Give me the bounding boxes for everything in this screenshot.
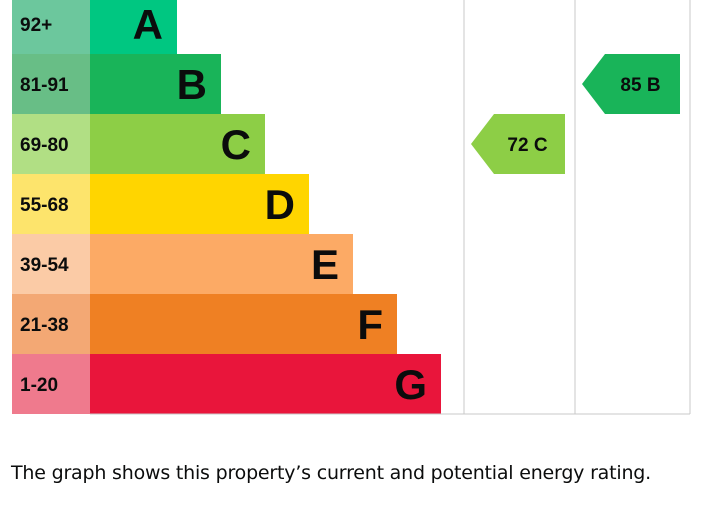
band-d: 55-68 D [12,174,309,234]
rating-markers: 72 C 85 B [471,54,680,174]
potential-rating-marker: 85 B [582,54,680,114]
band-g: 1-20 G [12,354,441,414]
band-letter: C [221,121,251,168]
rating-bands: 92+ A 81-91 B 69-80 C 55-68 D 39-54 E 21-38 F 1-20 G [12,0,441,414]
band-range-label: 39-54 [20,255,69,276]
band-range-cell [12,54,90,114]
band-range-cell [12,234,90,294]
band-letter: E [311,241,339,288]
band-a: 92+ A [12,0,177,54]
current-rating-label: 72 C [507,135,547,156]
band-bar [90,354,441,414]
band-bar [90,294,397,354]
band-range-label: 92+ [20,15,52,36]
band-range-label: 1-20 [20,375,58,396]
band-range-label: 69-80 [20,135,69,156]
band-b: 81-91 B [12,54,221,114]
band-range-label: 55-68 [20,195,69,216]
band-range-cell [12,174,90,234]
band-letter: G [394,361,427,408]
chart-caption: The graph shows this property’s current … [11,462,651,484]
current-rating-marker: 72 C [471,114,565,174]
band-range-cell [12,354,90,414]
band-bar [90,54,221,114]
potential-rating-arrow [582,54,680,114]
band-letter: D [265,181,295,228]
potential-rating-label: 85 B [620,75,660,96]
band-range-cell [12,0,90,54]
band-f: 21-38 F [12,294,397,354]
band-letter: A [133,1,163,48]
band-letter: F [357,301,383,348]
band-letter: B [177,61,207,108]
band-range-cell [12,294,90,354]
band-e: 39-54 E [12,234,353,294]
band-bar [90,174,309,234]
current-rating-arrow [471,114,565,174]
band-bar [90,234,353,294]
band-bar [90,0,177,54]
band-range-label: 81-91 [20,75,69,96]
band-c: 69-80 C [12,114,265,174]
band-bar [90,114,265,174]
band-range-label: 21-38 [20,315,69,336]
energy-rating-chart: 92+ A81-91 B69-80 C55-68 D39-54 E21-38 F1-20 G … [12,0,691,415]
chart-frame [90,0,691,415]
band-range-cell [12,114,90,174]
